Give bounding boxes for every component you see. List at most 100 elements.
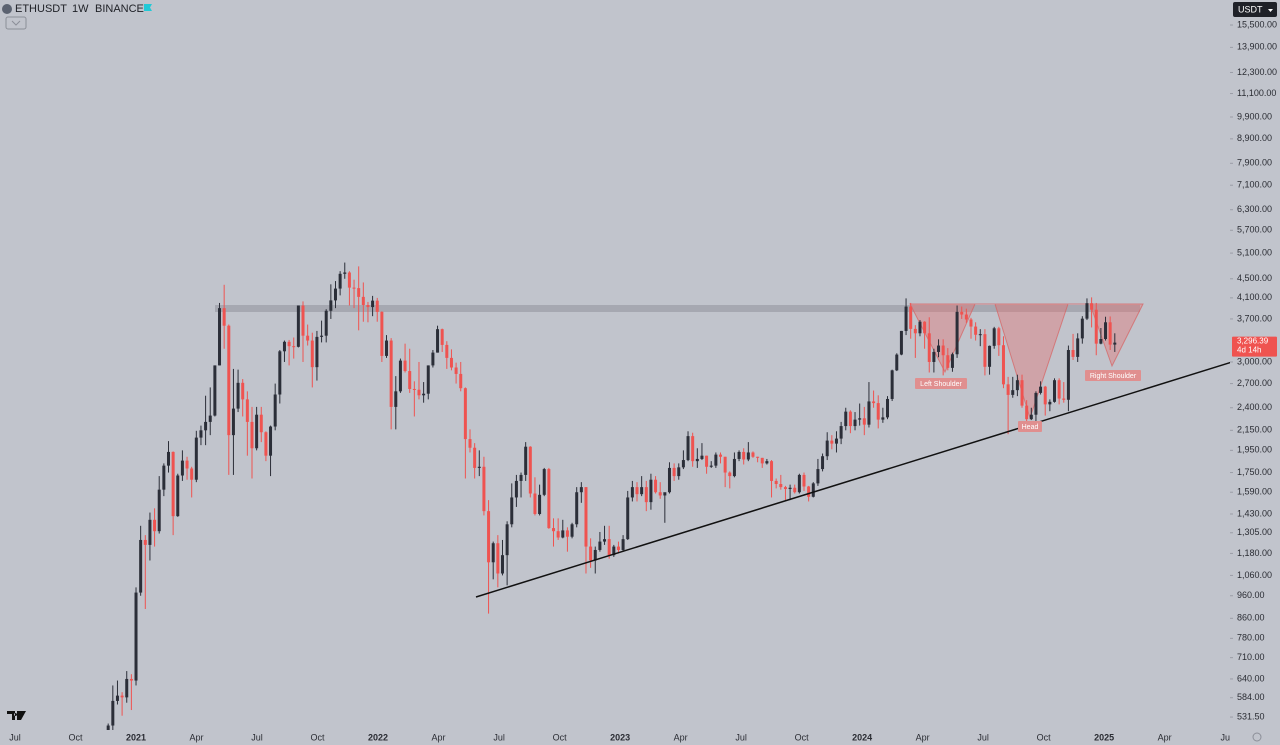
candle-body [644, 487, 648, 503]
annotation-box [1085, 370, 1141, 381]
candle-body [440, 329, 444, 345]
candle-body [306, 335, 310, 341]
candle-body [500, 555, 504, 574]
candle-body [278, 351, 282, 395]
price-axis-panel [1230, 0, 1280, 745]
logo[interactable] [7, 711, 26, 720]
candle-body [570, 524, 574, 537]
candle-body [1076, 338, 1080, 357]
candle-body [895, 354, 899, 371]
candle-body [389, 340, 393, 407]
candle-body [403, 360, 407, 372]
candle-body [1029, 414, 1033, 420]
candle-body [519, 474, 523, 481]
candle-body [496, 543, 500, 574]
candle-body [751, 452, 755, 457]
y-tick-label: 4,100.00 [1237, 292, 1272, 302]
candle-body [932, 351, 936, 362]
candle-body [231, 408, 235, 436]
candle-body [120, 695, 124, 698]
candle-body [176, 475, 180, 517]
candle-body [788, 487, 792, 490]
candle-body [111, 700, 115, 726]
x-axis: Jul Oct 2021 Apr Jul Oct 2022 Apr Jul Oct 2023 Apr J… [9, 732, 1230, 742]
candle-body [1048, 401, 1052, 405]
candle-body [867, 401, 871, 425]
candle-body [839, 426, 843, 439]
candle-body [222, 308, 226, 326]
candle-body [960, 311, 964, 315]
currency-button[interactable] [1233, 2, 1277, 17]
y-tick-label: 531.50 [1237, 711, 1265, 721]
candle-body [533, 493, 537, 514]
candle-body [626, 497, 630, 540]
candle-body [380, 311, 384, 356]
candle-body [649, 479, 653, 503]
candle-body [974, 326, 978, 335]
candle-body [946, 355, 950, 368]
candle-body [937, 345, 941, 352]
candle-body [561, 530, 565, 538]
candle-body [422, 393, 426, 396]
last-price: 3,296.39 [1237, 337, 1269, 346]
candle-body [941, 345, 945, 356]
candle-body [667, 467, 671, 493]
candle-body [329, 300, 333, 311]
candle-body [589, 546, 593, 561]
last-price-box [1232, 336, 1277, 357]
candle-body [556, 531, 560, 538]
x-tick-label: Oct [1037, 732, 1052, 742]
collapse-button[interactable] [5, 16, 27, 30]
candle-body [955, 311, 959, 355]
candle-body [445, 344, 449, 358]
candle-body [552, 528, 556, 532]
interval[interactable]: 1W [72, 3, 89, 15]
x-tick-label: 2021 [126, 732, 146, 742]
candle-body [723, 456, 727, 473]
candle-body [760, 457, 764, 464]
candle-body [927, 333, 931, 362]
candle-body [162, 465, 166, 490]
symbol[interactable]: ETHUSDT [15, 3, 67, 15]
candle-body [129, 678, 133, 681]
candle-body [807, 486, 811, 497]
candle-body [635, 487, 639, 495]
candle-body [793, 487, 797, 493]
candle-body [584, 487, 588, 547]
candle-body [1099, 339, 1103, 344]
candle-body [482, 466, 486, 512]
candle-body [756, 456, 760, 458]
y-tick-label: 2,150.00 [1237, 425, 1272, 435]
candle-body [918, 321, 922, 334]
y-tick-label: 1,950.00 [1237, 445, 1272, 455]
candle-body [598, 541, 602, 550]
candle-body [997, 328, 1001, 346]
candle-body [343, 272, 347, 274]
candle-body [227, 325, 231, 436]
candle-body [436, 329, 440, 353]
candle-body [909, 306, 913, 329]
y-tick-label: 1,750.00 [1237, 467, 1272, 477]
candle-body [1113, 342, 1117, 345]
candle-body [408, 371, 412, 389]
y-tick-label: 2,400.00 [1237, 402, 1272, 412]
candle-body [848, 411, 852, 427]
candle-body [148, 519, 152, 545]
x-tick-label: 2025 [1094, 732, 1114, 742]
candle-body [524, 446, 528, 475]
x-tick-label: Apr [916, 732, 930, 742]
candle-body [691, 436, 695, 462]
y-tick-label: 6,300.00 [1237, 204, 1272, 214]
y-tick-label: 1,305.00 [1237, 527, 1272, 537]
candle-body [899, 330, 903, 355]
settings-button[interactable] [1252, 732, 1262, 742]
candle-body [468, 439, 472, 448]
countdown: 4d 14h [1237, 346, 1261, 355]
candle-body [746, 452, 750, 460]
candle-body [1001, 345, 1005, 385]
candle-body [1104, 322, 1108, 340]
x-tick-label: Oct [311, 732, 326, 742]
candle-body [593, 549, 597, 561]
x-tick-label: 2023 [610, 732, 630, 742]
